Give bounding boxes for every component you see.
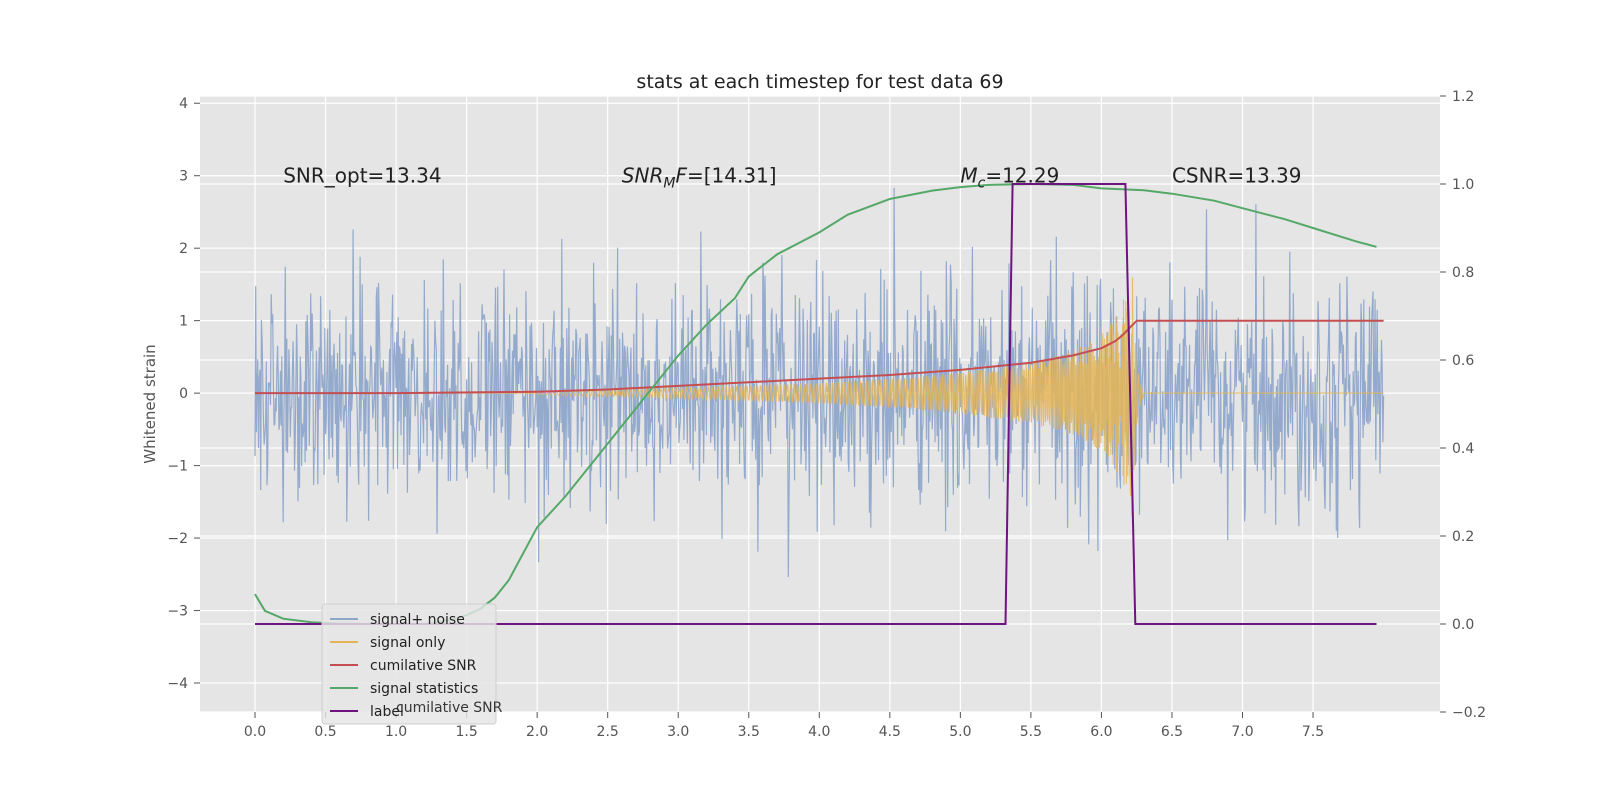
legend-label-signal-noise: signal+ noise [370,612,465,628]
y-tick-label-5: −1 [167,459,188,475]
annotations: SNR_opt=13.34 SNRMF=[14.31] Mc=12.29 CSNR=1… [283,164,1301,192]
chart-title: stats at each timestep for test data 69 [636,71,1003,93]
x-tick-label-8: 4.0 [808,724,830,740]
x-tick-label-15: 7.5 [1302,724,1324,740]
x-tick-label-2: 1.0 [385,724,407,740]
y-tick-label-6: −2 [167,531,188,547]
axis-ticks: 0.0 0.5 1.0 1.5 2.0 2.5 3.0 3.5 4.0 4.5 5.0 5.5 6.0 6… [167,89,1486,740]
y2-tick-label-3: 0.6 [1452,353,1474,369]
series-label-line [255,183,1377,625]
y2-tick-label-5: 0.2 [1452,529,1474,545]
annotation-snr-opt: SNR_opt=13.34 [283,164,441,188]
x-tick-label-13: 6.5 [1161,724,1183,740]
x-tick-label-5: 2.5 [597,724,619,740]
legend-box [321,603,497,725]
x-tick-label-10: 5.0 [949,724,971,740]
annotation-mc: Mc=12.29 [960,164,1059,192]
legend-label-signal-only: signal only [370,635,445,651]
y-tick-label-0: 4 [179,96,188,112]
y-tick-label-8: −4 [167,676,188,692]
y2-tick-label-1: 1.0 [1452,177,1474,193]
y2-tick-label-4: 0.4 [1452,441,1474,457]
y-tick-label-4: 0 [179,386,188,402]
x-tick-label-11: 5.5 [1020,724,1042,740]
y2-tick-label-0: 1.2 [1452,89,1474,105]
y-tick-label-1: 3 [179,169,188,185]
x-tick-label-9: 4.5 [879,724,901,740]
x-tick-label-4: 2.0 [526,724,548,740]
annotation-snr-mf: SNRMF=[14.31] [622,164,777,192]
x-tick-label-1: 0.5 [314,724,336,740]
y-axis-label: Whitened strain [141,344,159,463]
x-tick-label-3: 1.5 [455,724,477,740]
legend-ghost-text: cumilative SNR [396,700,503,716]
y2-tick-label-6: 0.0 [1452,617,1474,633]
legend-label-cumilative-snr: cumilative SNR [370,658,477,674]
series-cumilative-snr-line [255,319,1384,395]
legend-label-label: label [370,704,404,720]
y2-tick-label-2: 0.8 [1452,265,1474,281]
x-tick-label-0: 0.0 [244,724,266,740]
x-tick-label-14: 7.0 [1231,724,1253,740]
x-tick-label-6: 3.0 [667,724,689,740]
x-tick-label-7: 3.5 [738,724,760,740]
y-tick-label-3: 1 [179,314,188,330]
series-signal-noise-line [254,187,1385,578]
legend: cumilative SNR signal+ noise signal only cu… [321,603,503,725]
legend-label-signal-statistics: signal statistics [370,681,478,697]
annotation-csnr: CSNR=13.39 [1172,164,1302,188]
x-tick-label-12: 6.0 [1090,724,1112,740]
y2-tick-label-7: −0.2 [1452,705,1486,721]
y-tick-label-7: −3 [167,604,188,620]
y-tick-label-2: 2 [179,241,188,257]
